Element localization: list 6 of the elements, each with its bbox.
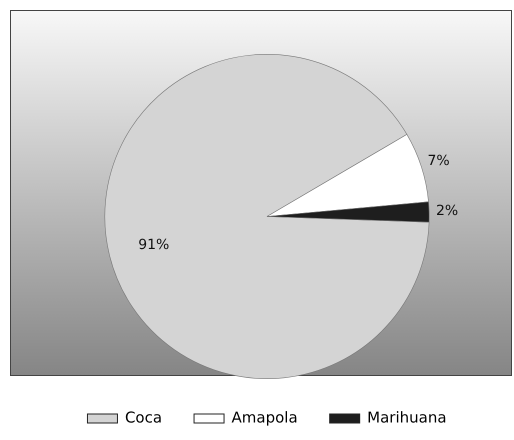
legend-label: Marihuana [367,408,447,426]
data-label: 91% [138,236,170,253]
slice-label: Coca [124,408,162,426]
legend-label: Amapola [232,408,298,426]
data-label: 7% [427,153,450,170]
data-label: 2% [436,203,458,220]
